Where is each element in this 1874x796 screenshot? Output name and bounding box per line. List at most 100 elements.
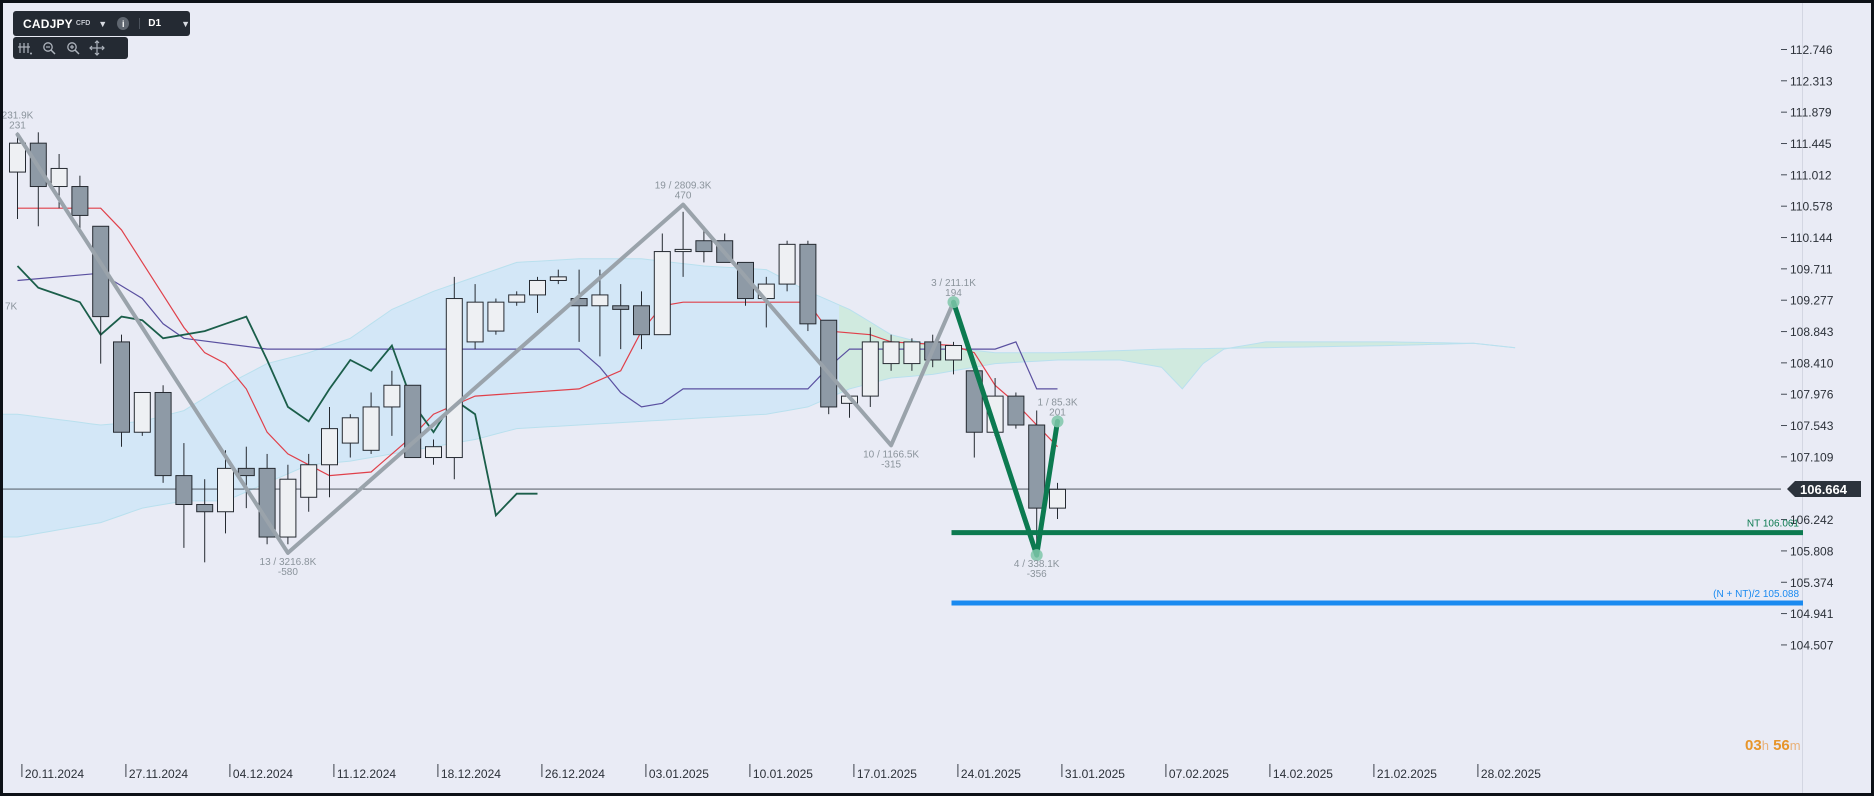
pivot-label: 3 / 211.1K	[931, 278, 976, 289]
price-tick-label: 104.941	[1790, 607, 1834, 621]
harmonic-pivot-dot	[1030, 549, 1043, 562]
candle	[466, 284, 484, 350]
time-tick-label: 14.02.2025	[1273, 767, 1333, 781]
candle-body-bearish	[633, 305, 650, 336]
price-tick-label: 111.445	[1790, 137, 1832, 151]
zoom-in-icon[interactable]	[61, 37, 85, 59]
info-icon[interactable]: i	[117, 17, 130, 30]
left-edge-label: 7K	[5, 301, 18, 312]
nnt-level-label: (N + NT)/2 105.088	[1713, 589, 1799, 600]
candle	[591, 269, 609, 357]
zoom-out-icon[interactable]	[37, 37, 61, 59]
candle-body-bullish	[466, 301, 484, 343]
price-tick-label: 104.507	[1790, 638, 1834, 652]
candle-body-bullish	[529, 279, 546, 296]
time-tick-label: 20.11.2024	[25, 767, 84, 781]
candle-body-bearish	[1028, 424, 1046, 509]
time-tick-label: 27.11.2024	[129, 767, 188, 781]
price-tick-label: 108.410	[1790, 356, 1834, 370]
price-tick-label: 109.277	[1790, 294, 1834, 308]
countdown-minutes-unit: m	[1789, 738, 1801, 753]
time-tick-label: 17.01.2025	[857, 767, 917, 781]
candle	[362, 392, 380, 454]
pivot-label: 231	[9, 120, 26, 131]
price-chart[interactable]: 112.746 112.313 111.879 111.445 111.012 110.5…	[3, 3, 1871, 793]
candle	[237, 446, 255, 509]
time-tick-label: 04.12.2024	[233, 767, 293, 781]
candle	[695, 226, 713, 263]
time-tick-label: 28.02.2025	[1481, 767, 1541, 781]
senkou-span-a	[3, 258, 1516, 426]
candle	[217, 450, 234, 534]
candle	[29, 132, 47, 227]
candle-body-bullish	[341, 417, 359, 444]
candle	[71, 175, 89, 234]
chart-frame: 112.746 112.313 111.879 111.445 111.012 110.5…	[3, 3, 1871, 793]
pivot-label: -580	[278, 567, 298, 578]
candle-body-bullish	[653, 251, 671, 336]
candle-body-bullish	[591, 294, 609, 307]
candle-body-bullish	[383, 384, 401, 408]
candle-body-bullish	[778, 243, 796, 285]
candle-body-bullish	[321, 428, 338, 466]
candle	[487, 298, 505, 335]
time-axis: 20.11.2024 27.11.2024 04.12.2024 11.12.2024…	[21, 764, 1541, 781]
symbol-dropdown-icon[interactable]: ▼	[98, 18, 108, 29]
candle	[9, 132, 26, 220]
candle	[799, 240, 817, 332]
candle-body-bearish	[695, 240, 713, 253]
candle-body-bearish	[196, 504, 214, 513]
chart-tools	[13, 37, 128, 59]
candle-body-bullish	[217, 467, 234, 513]
crosshair-settings-icon[interactable]	[13, 37, 37, 59]
candle-body-bullish	[9, 142, 26, 173]
candle-countdown: 03h 56m	[1745, 737, 1801, 754]
candle	[508, 291, 526, 306]
harmonic-pivot-dot	[947, 296, 960, 309]
price-tick-label: 107.109	[1790, 450, 1834, 464]
symbol-name[interactable]: CADJPY	[23, 16, 73, 31]
pivot-label: 194	[945, 288, 962, 299]
candle-body-bullish	[903, 341, 921, 365]
candle	[945, 341, 962, 375]
pivot-label: 1 / 85.3K	[1037, 397, 1077, 408]
time-tick-label: 11.12.2024	[337, 767, 396, 781]
price-tick-label: 105.808	[1790, 544, 1834, 558]
candle-body-bearish	[237, 467, 255, 477]
pivot-label: 201	[1049, 407, 1066, 418]
kijun-sen-line	[17, 272, 1058, 408]
candle-body-bearish	[92, 225, 110, 318]
candle-body-bearish	[154, 391, 172, 477]
candle-body-bullish	[425, 446, 442, 459]
candle	[300, 453, 318, 512]
price-tick-label: 111.012	[1790, 168, 1832, 182]
candle	[445, 276, 463, 480]
candle-body-bullish	[487, 301, 505, 332]
candle-body-bearish	[258, 467, 276, 538]
price-tick-label: 112.746	[1790, 43, 1833, 57]
target-levels: NT 106.061 (N + NT)/2 105.088	[951, 519, 1803, 606]
instrument-type: CFD	[75, 20, 91, 27]
candle-body-bullish	[945, 345, 962, 361]
candle	[258, 453, 276, 545]
time-tick-label: 18.12.2024	[441, 767, 501, 781]
pivot-label: 470	[675, 191, 692, 202]
candle	[903, 338, 921, 371]
timeframe-select[interactable]: D1	[139, 18, 161, 29]
countdown-minutes: 56	[1773, 737, 1790, 754]
candle-body-bullish	[362, 406, 380, 451]
harmonic-pivot-dot	[1051, 415, 1064, 428]
candle	[1007, 392, 1025, 429]
pivot-label: 13 / 3216.8K	[260, 557, 317, 568]
time-tick-label: 31.01.2025	[1065, 767, 1125, 781]
candle	[653, 233, 671, 336]
timeframe-dropdown-icon[interactable]: ▼	[181, 18, 190, 29]
candle-body-bullish	[861, 341, 879, 397]
candle-body-bullish	[549, 276, 567, 281]
pan-move-icon[interactable]	[85, 37, 109, 59]
time-tick-label: 21.02.2025	[1377, 767, 1437, 781]
candle-body-bullish	[674, 248, 692, 253]
time-tick-label: 10.01.2025	[753, 767, 813, 781]
pivot-label: -315	[881, 459, 901, 470]
